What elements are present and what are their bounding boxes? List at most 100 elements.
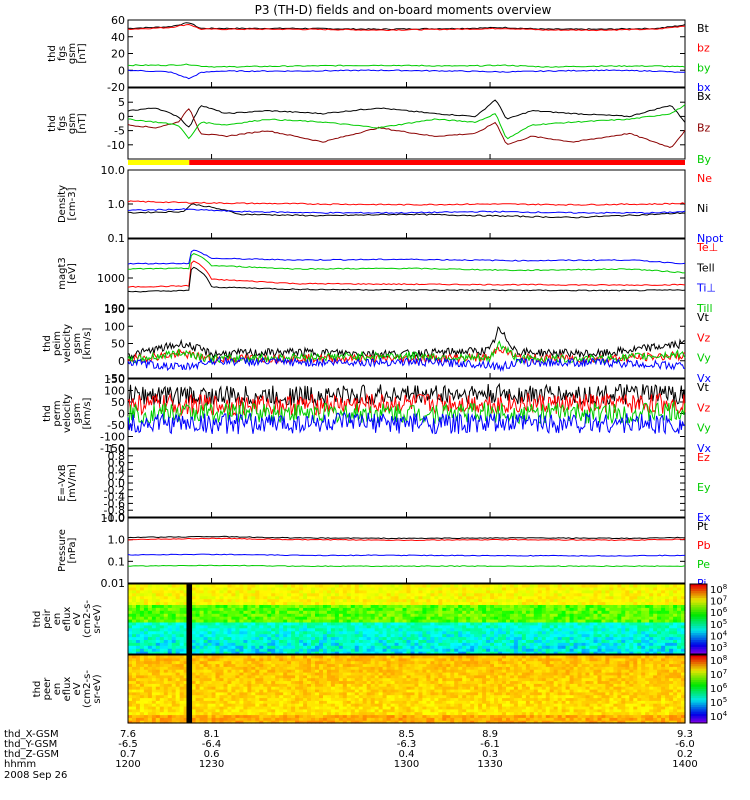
- spectrogram-cell: [557, 604, 563, 608]
- spectrogram-cell: [645, 592, 650, 597]
- spectrogram-cell: [609, 630, 614, 635]
- spectrogram-cell: [486, 648, 491, 652]
- spectrogram-cell: [179, 660, 185, 665]
- spectrogram-cell: [661, 636, 666, 640]
- spectrogram-cell: [315, 700, 320, 704]
- spectrogram-cell: [247, 624, 252, 629]
- spectrogram-cell: [175, 663, 181, 667]
- spectrogram-cell: [203, 639, 209, 643]
- spectrogram-cell: [490, 619, 495, 623]
- y-axis-label: [nT]: [77, 43, 88, 63]
- spectrogram-cell: [247, 706, 252, 710]
- spectrogram-cell: [263, 703, 268, 707]
- spectrogram-cell: [275, 621, 280, 626]
- spectrogram-cell: [175, 677, 181, 682]
- spectrogram-cell: [179, 616, 185, 620]
- spectrogram-cell: [175, 697, 181, 701]
- spectrogram-cell: [430, 639, 435, 643]
- spectrogram-cell: [136, 672, 141, 676]
- spectrogram-cell: [681, 616, 686, 620]
- spectrogram-cell: [143, 680, 149, 684]
- spectrogram-cell: [132, 607, 137, 611]
- spectrogram-cell: [263, 595, 268, 600]
- spectrogram-cell: [390, 592, 396, 597]
- spectrogram-cell: [673, 651, 678, 655]
- spectrogram-cell: [207, 651, 213, 655]
- spectrogram-cell: [681, 589, 686, 594]
- spectrogram-cell: [303, 657, 308, 662]
- spectrogram-cell: [287, 601, 292, 605]
- spectrogram-cell: [553, 592, 559, 597]
- spectrogram-cell: [251, 720, 256, 724]
- spectrogram-cell: [673, 642, 678, 646]
- spectrogram-cell: [637, 624, 642, 629]
- spectrogram-cell: [203, 604, 209, 608]
- spectrogram-cell: [498, 627, 503, 632]
- spectrogram-cell: [354, 619, 360, 623]
- spectrogram-cell: [374, 610, 380, 614]
- spectrogram-cell: [167, 697, 173, 701]
- spectrogram-cell: [263, 720, 268, 724]
- spectrogram-cell: [418, 586, 423, 591]
- series-line-Te⊥: [127, 260, 686, 288]
- spectrogram-cell: [569, 595, 575, 600]
- spectrogram-cell: [342, 604, 348, 608]
- spectrogram-cell: [486, 601, 491, 605]
- spectrogram-cell: [275, 674, 280, 679]
- spectrogram-cell: [191, 586, 197, 591]
- spectrogram-cell: [155, 680, 161, 684]
- spectrogram-cell: [529, 604, 535, 608]
- spectrogram-cell: [287, 584, 292, 588]
- panel-frame: [127, 238, 686, 309]
- spectrogram-cell: [342, 666, 348, 670]
- spectrogram-cell: [147, 619, 153, 623]
- spectrogram-cell: [167, 669, 173, 673]
- spectrogram-cell: [326, 691, 332, 696]
- spectrogram-cell: [199, 672, 205, 676]
- spectrogram-cell: [537, 624, 543, 629]
- spectrogram-cell: [291, 633, 296, 638]
- spectrogram-cell: [243, 636, 248, 640]
- spectrogram-cell: [219, 686, 225, 690]
- spectrogram-cell: [199, 607, 205, 611]
- spectrogram-cell: [394, 598, 400, 603]
- spectrogram-cell: [191, 666, 197, 670]
- spectrogram-cell: [681, 636, 686, 640]
- spectrogram-cell: [430, 619, 435, 623]
- spectrogram-cell: [342, 672, 348, 676]
- spectrogram-cell: [426, 645, 431, 649]
- spectrogram-cell: [136, 700, 141, 704]
- spectrogram-cell: [227, 648, 233, 652]
- spectrogram-cell: [422, 648, 427, 652]
- spectrogram-cell: [132, 621, 137, 626]
- spectrogram-cell: [366, 624, 372, 629]
- spectrogram-cell: [132, 645, 137, 649]
- spectrogram-cell: [426, 651, 431, 655]
- spectrogram-cell: [669, 604, 674, 608]
- spectrogram-cell: [271, 691, 276, 696]
- spectrogram-cell: [271, 711, 276, 716]
- spectrogram-cell: [191, 703, 197, 707]
- spectrogram-cell: [263, 621, 268, 626]
- spectrogram-cell: [311, 584, 316, 588]
- spectrogram-cell: [613, 639, 618, 643]
- spectrogram-cell: [307, 689, 312, 693]
- spectrogram-cell: [470, 630, 475, 635]
- spectrogram-cell: [597, 610, 603, 614]
- y-tick-label: -0.6: [104, 497, 125, 510]
- spectrogram-cell: [227, 613, 233, 617]
- spectrogram-cell: [195, 645, 201, 649]
- spectrogram-cell: [231, 683, 236, 687]
- spectrogram-cell: [128, 700, 133, 704]
- spectrogram-cell: [235, 636, 240, 640]
- spectrogram-cell: [139, 666, 145, 670]
- spectrogram-cell: [136, 604, 141, 608]
- spectrogram-cell: [303, 677, 308, 682]
- spectrogram-cell: [255, 711, 260, 716]
- spectrogram-cell: [430, 584, 435, 588]
- spectrogram-cell: [581, 624, 587, 629]
- spectrogram-cell: [239, 703, 244, 707]
- spectrogram-cell: [251, 666, 256, 670]
- spectrogram-cell: [132, 592, 137, 597]
